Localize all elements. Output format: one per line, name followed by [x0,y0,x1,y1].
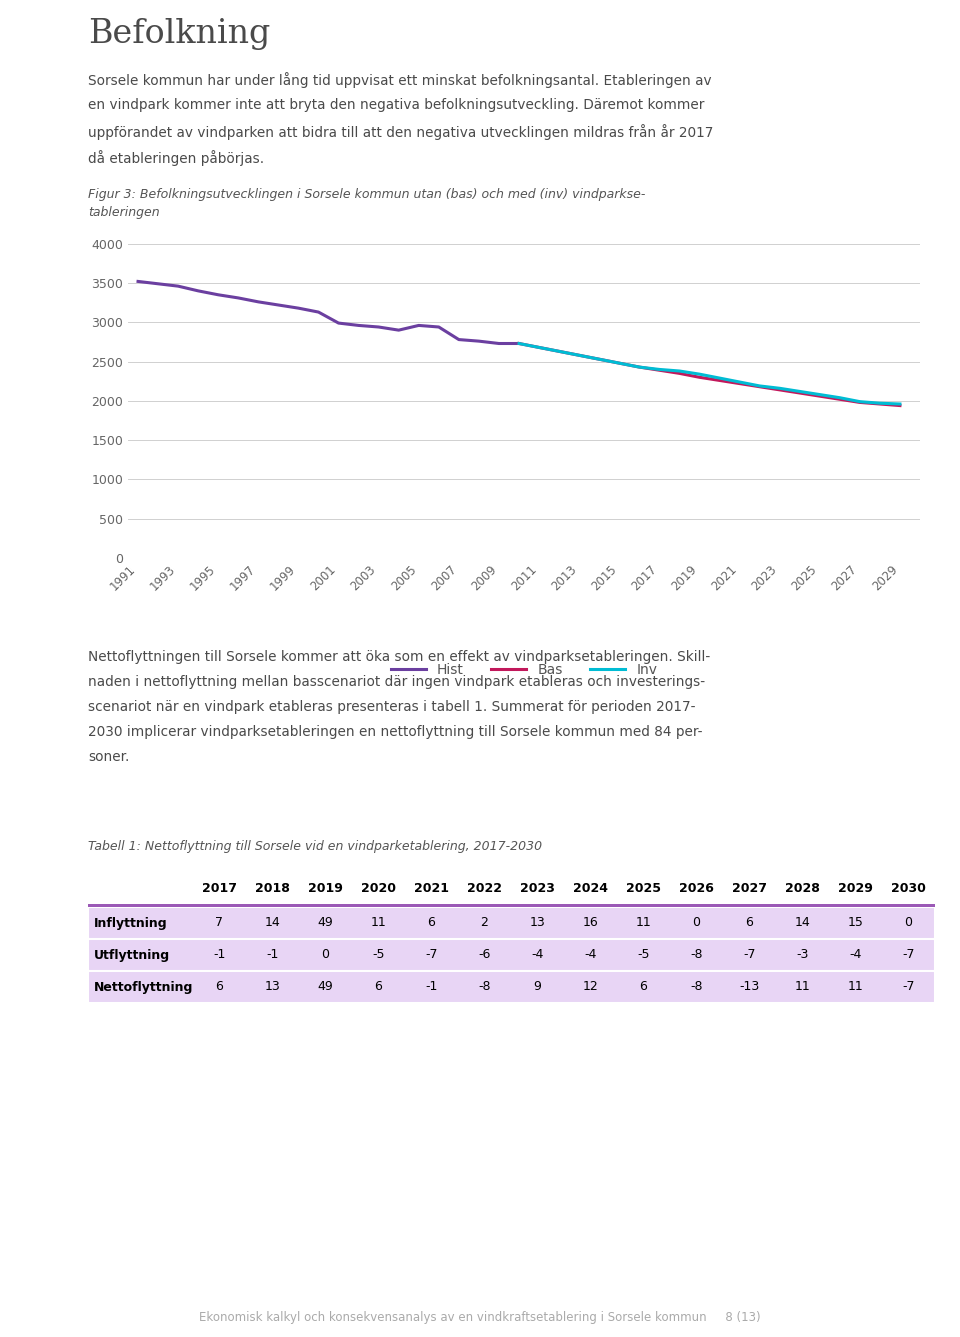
Text: -1: -1 [266,948,278,961]
Text: -7: -7 [902,948,915,961]
Text: -4: -4 [585,948,597,961]
Text: 2025: 2025 [626,881,661,894]
Text: 7: 7 [215,916,224,929]
Text: 11: 11 [636,916,652,929]
Text: Ekonomisk kalkyl och konsekvensanalys av en vindkraftsetablering i Sorsele kommu: Ekonomisk kalkyl och konsekvensanalys av… [199,1312,761,1325]
Text: 2029: 2029 [838,881,873,894]
Text: uppförandet av vindparken att bidra till att den negativa utvecklingen mildras f: uppförandet av vindparken att bidra till… [88,124,713,140]
Text: 9: 9 [534,980,541,993]
Text: 6: 6 [746,916,754,929]
Text: 2021: 2021 [414,881,449,894]
Text: -7: -7 [425,948,438,961]
Text: Sorsele kommun har under lång tid uppvisat ett minskat befolkningsantal. Etabler: Sorsele kommun har under lång tid uppvis… [88,72,712,88]
Text: Utflyttning: Utflyttning [94,948,170,961]
Text: naden i nettoflyttning mellan basscenariot där ingen vindpark etableras och inve: naden i nettoflyttning mellan basscenari… [88,675,706,689]
Text: 2028: 2028 [785,881,820,894]
Text: 2017: 2017 [202,881,237,894]
Text: 2024: 2024 [573,881,608,894]
Text: 6: 6 [427,916,436,929]
Text: 2018: 2018 [255,881,290,894]
Text: 0: 0 [692,916,701,929]
Text: scenariot när en vindpark etableras presenteras i tabell 1. Summerat för periode: scenariot när en vindpark etableras pres… [88,701,696,714]
Text: 2020: 2020 [361,881,396,894]
Text: -4: -4 [531,948,543,961]
Text: tableringen: tableringen [88,206,160,219]
Text: 14: 14 [795,916,810,929]
Text: 11: 11 [371,916,386,929]
Text: 2030: 2030 [891,881,926,894]
Text: -8: -8 [478,980,491,993]
Text: -1: -1 [425,980,438,993]
Text: -5: -5 [372,948,385,961]
Text: Figur 3: Befolkningsutvecklingen i Sorsele kommun utan (bas) och med (inv) vindp: Figur 3: Befolkningsutvecklingen i Sorse… [88,189,646,201]
Text: 16: 16 [583,916,598,929]
Text: 13: 13 [265,980,280,993]
Text: 15: 15 [848,916,863,929]
Text: 6: 6 [639,980,647,993]
Text: 2026: 2026 [679,881,714,894]
Text: 2022: 2022 [467,881,502,894]
Text: Tabell 1: Nettoflyttning till Sorsele vid en vindparketablering, 2017-2030: Tabell 1: Nettoflyttning till Sorsele vi… [88,840,542,853]
Text: -4: -4 [850,948,862,961]
Text: -8: -8 [690,948,703,961]
Text: 6: 6 [216,980,224,993]
Text: 49: 49 [318,916,333,929]
Text: 2: 2 [481,916,489,929]
Text: Befolkning: Befolkning [88,17,271,49]
Text: 0: 0 [904,916,913,929]
Text: 13: 13 [530,916,545,929]
Text: 2030 implicerar vindparksetableringen en nettoflyttning till Sorsele kommun med : 2030 implicerar vindparksetableringen en… [88,725,703,739]
Text: Nettoflyttning: Nettoflyttning [94,980,193,993]
Text: -13: -13 [739,980,759,993]
Text: 49: 49 [318,980,333,993]
Text: 2023: 2023 [520,881,555,894]
Text: soner.: soner. [88,750,130,763]
Text: -7: -7 [902,980,915,993]
Text: en vindpark kommer inte att bryta den negativa befolkningsutveckling. Däremot ko: en vindpark kommer inte att bryta den ne… [88,98,705,112]
Text: 2027: 2027 [732,881,767,894]
Text: Nettoflyttningen till Sorsele kommer att öka som en effekt av vindparksetablerin: Nettoflyttningen till Sorsele kommer att… [88,650,710,664]
Text: -1: -1 [213,948,226,961]
Text: -5: -5 [637,948,650,961]
Text: 14: 14 [265,916,280,929]
Text: -6: -6 [478,948,491,961]
Text: 6: 6 [374,980,382,993]
Text: -8: -8 [690,980,703,993]
Text: Inflyttning: Inflyttning [94,916,168,929]
Text: 2019: 2019 [308,881,343,894]
Text: 0: 0 [322,948,329,961]
Text: -7: -7 [743,948,756,961]
Text: 12: 12 [583,980,598,993]
Text: 11: 11 [795,980,810,993]
Text: -3: -3 [796,948,808,961]
Text: 11: 11 [848,980,863,993]
Legend: Hist, Bas, Inv: Hist, Bas, Inv [385,658,662,682]
Text: då etableringen påbörjas.: då etableringen påbörjas. [88,150,264,166]
